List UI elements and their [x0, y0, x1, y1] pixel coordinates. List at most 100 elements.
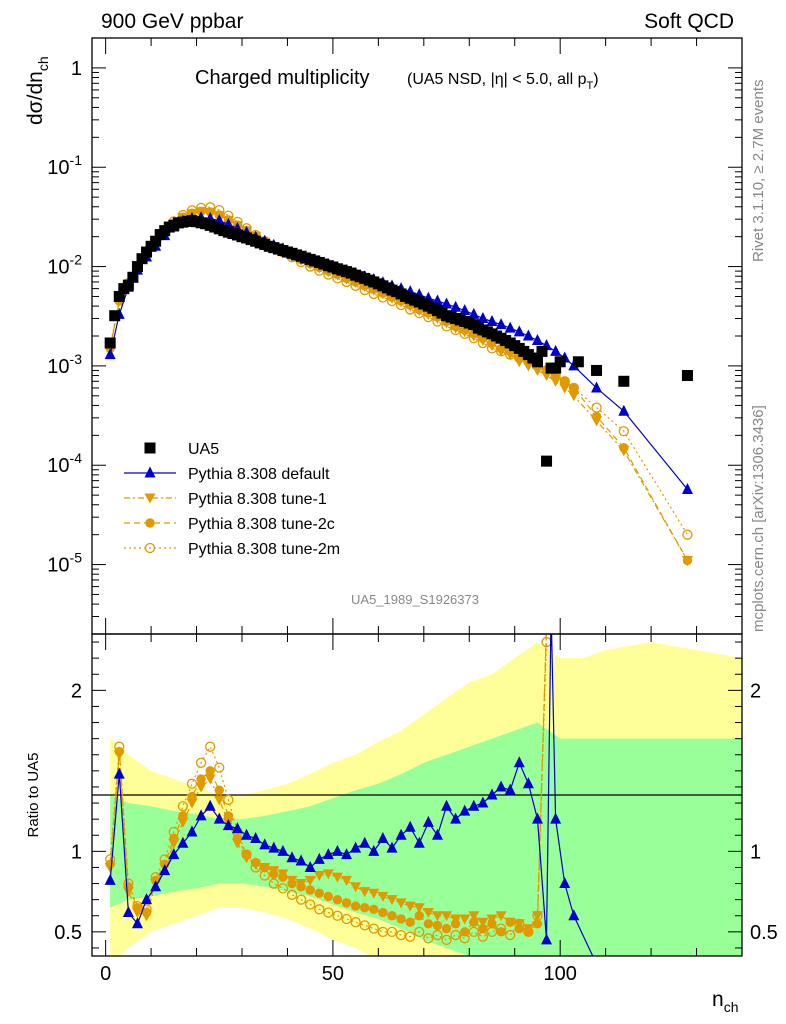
main-point	[136, 253, 148, 265]
ratio-point	[195, 809, 207, 821]
ratio-point	[359, 887, 371, 898]
ratio-point	[286, 851, 298, 863]
ratio-point	[405, 931, 416, 942]
rivet-side-text: Rivet 3.1.10, ≥ 2.7M events	[750, 80, 767, 263]
legend-label: Pythia 8.308 tune-1	[188, 491, 327, 508]
ratio-point	[295, 894, 307, 905]
main-point	[504, 321, 516, 333]
ratio-point	[295, 854, 307, 866]
main-y-tick-label-base: 10	[47, 257, 69, 279]
x-tick-label: 100	[543, 963, 576, 985]
main-point	[468, 307, 480, 319]
ratio-point	[468, 799, 480, 811]
legend-item: Pythia 8.308 default	[124, 466, 330, 483]
main-point	[450, 300, 462, 312]
ratio-point	[141, 893, 153, 905]
main-y-tick-label-base: 10	[47, 356, 69, 378]
legend-label: Pythia 8.308 default	[188, 466, 330, 483]
ratio-point	[550, 812, 562, 824]
ratio-point	[214, 762, 225, 773]
ratio-point	[450, 812, 462, 824]
chart-subtitle-close: )	[593, 71, 598, 88]
ratio-point	[405, 917, 415, 927]
ratio-point	[423, 919, 434, 929]
ratio-point	[386, 926, 398, 937]
ratio-point	[259, 862, 271, 873]
ratio-point	[168, 838, 180, 849]
ratio-y-tick-label: 2	[71, 680, 82, 702]
ratio-point	[546, 603, 557, 614]
ratio-point	[495, 911, 507, 922]
main-point	[513, 357, 525, 368]
main-y-ticks: 10-510-410-310-210-11	[47, 37, 742, 635]
main-point	[618, 404, 630, 416]
ratio-point	[250, 859, 262, 870]
main-y-tick-label-exp: -3	[70, 351, 83, 367]
main-point	[572, 356, 584, 368]
ratio-y-ticks: 0.5 0.5 1 1 2 2	[54, 641, 778, 949]
ratio-point	[359, 836, 371, 848]
ratio-point	[504, 917, 516, 928]
main-point	[522, 329, 534, 341]
ratio-y-tick-label: 0.5	[54, 922, 82, 944]
ratio-point	[368, 844, 380, 856]
ratio-y-tick-label-right: 2	[750, 680, 761, 702]
ratio-point	[277, 883, 289, 894]
ratio-y-tick-label-right: 0.5	[750, 922, 778, 944]
legend-item: Pythia 8.308 tune-1	[124, 491, 327, 508]
ratio-point	[513, 919, 525, 930]
main-point	[513, 325, 525, 337]
main-point	[550, 362, 562, 374]
ratio-point	[341, 898, 352, 908]
ratio-point	[113, 750, 125, 761]
main-point	[550, 376, 562, 387]
main-point	[113, 290, 125, 302]
ratio-point	[459, 804, 471, 816]
ratio-point	[231, 822, 243, 834]
ratio-point	[486, 788, 498, 800]
ratio-point	[377, 831, 389, 843]
main-point	[141, 246, 153, 258]
ratio-point	[205, 741, 216, 752]
main-y-tick-label: 10-3	[47, 351, 82, 378]
ratio-point	[477, 796, 489, 808]
main-point	[450, 323, 462, 334]
ratio-point	[168, 848, 180, 860]
main-point	[550, 344, 562, 356]
ratio-point	[332, 894, 343, 905]
ratio-point	[386, 841, 398, 853]
main-y-tick-label-base: 10	[47, 157, 69, 179]
ratio-point	[496, 927, 506, 937]
main-point	[459, 304, 471, 316]
ratio-point	[104, 862, 116, 873]
ratio-point	[422, 908, 434, 919]
main-point	[431, 294, 443, 306]
main-point	[477, 312, 489, 324]
ratio-point	[404, 901, 416, 912]
ratio-point	[395, 898, 407, 909]
main-point	[127, 271, 139, 283]
main-point	[531, 365, 543, 376]
ratio-point	[422, 815, 434, 827]
main-y-axis-label: dσ/dnch	[24, 56, 51, 125]
ratio-uncertainty-bands	[110, 642, 742, 956]
ratio-point	[331, 844, 343, 856]
main-point	[568, 391, 580, 402]
ratio-point	[277, 844, 289, 856]
ratio-point	[268, 878, 279, 889]
legend-item: UA5	[144, 441, 219, 458]
ratio-point	[223, 794, 234, 805]
ratio-point	[468, 911, 480, 922]
main-point	[682, 529, 693, 540]
main-y-tick-label: 10-5	[47, 550, 82, 577]
ratio-point	[413, 836, 425, 848]
main-point	[122, 279, 134, 291]
ratio-point	[341, 848, 353, 860]
ratio-point	[341, 913, 352, 925]
main-point	[495, 346, 507, 357]
main-point	[522, 361, 534, 372]
ratio-point	[205, 766, 215, 776]
main-series-0	[105, 202, 693, 540]
x-axis-label: nch	[712, 988, 738, 1015]
